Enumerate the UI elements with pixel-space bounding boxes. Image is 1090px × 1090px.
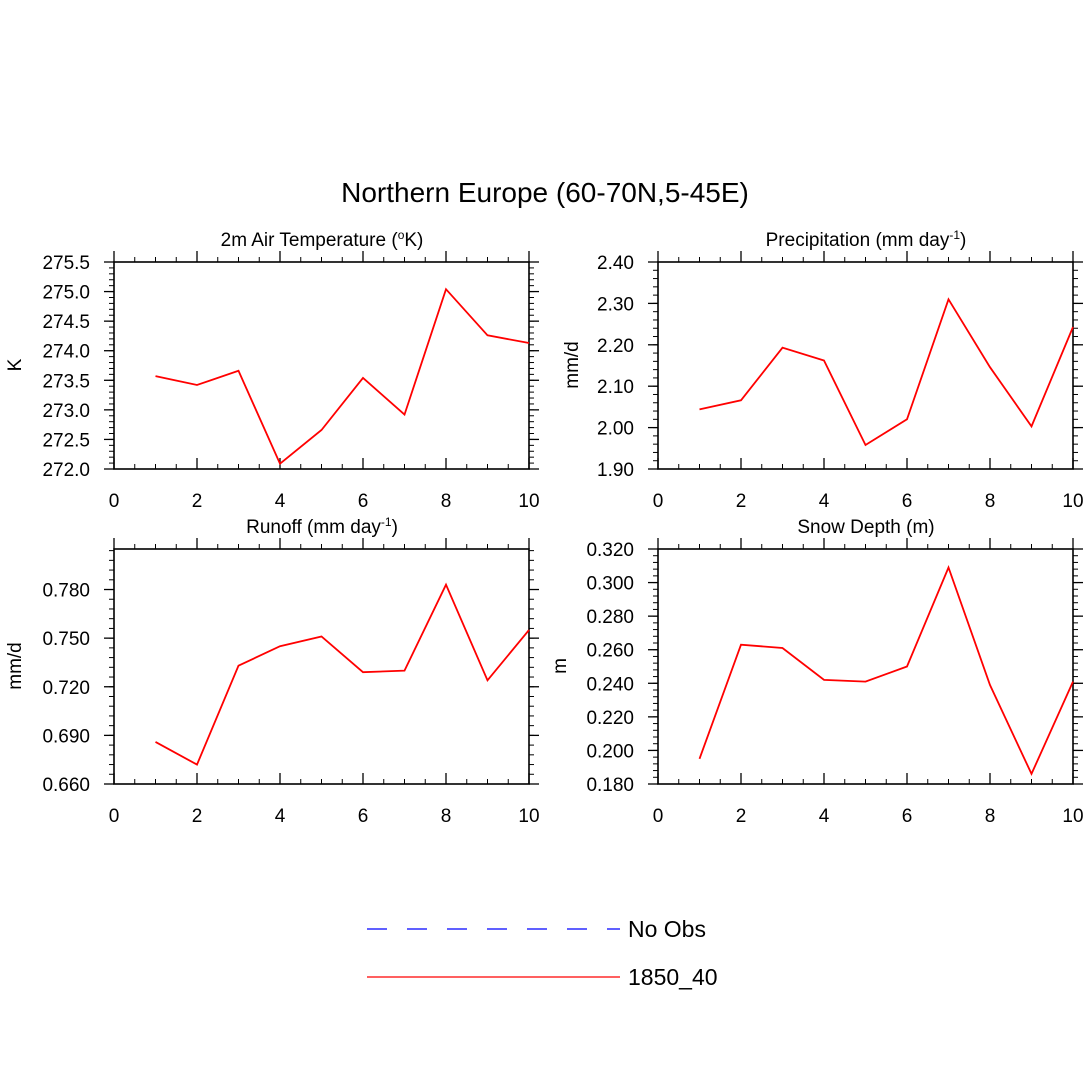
- svg-text:K: K: [5, 358, 26, 371]
- x-tick-label: 6: [358, 491, 369, 512]
- panel-title: Snow Depth (m): [797, 517, 934, 538]
- y-tick-label: 2.40: [597, 253, 634, 274]
- y-axis-label: m: [550, 658, 571, 674]
- y-tick-label: 274.5: [42, 312, 90, 333]
- x-tick-label: 6: [902, 491, 913, 512]
- series-line: [698, 565, 1074, 777]
- x-tick-label: 2: [736, 806, 747, 827]
- x-tick-label: 0: [653, 806, 664, 827]
- x-tick-label: 2: [736, 491, 747, 512]
- x-tick-label: 4: [275, 491, 286, 512]
- y-tick-label: 274.0: [42, 342, 90, 363]
- axes: 0 2 4 6 8 10 0.180 0.200 0.220 0.240 0.260 0.280 0.3…: [586, 538, 1084, 827]
- x-tick-label: 10: [1062, 806, 1083, 827]
- x-tick-label: 0: [109, 491, 120, 512]
- x-tick-label: 2: [192, 806, 203, 827]
- svg-text:mm/d: mm/d: [562, 341, 583, 389]
- plot-frame: [657, 548, 1074, 785]
- y-tick-label: 0.220: [586, 708, 634, 729]
- y-tick-label: 0.260: [586, 641, 634, 662]
- x-tick-label: 4: [275, 806, 286, 827]
- x-tick-label: 10: [1062, 491, 1083, 512]
- y-tick-label: 272.5: [42, 430, 90, 451]
- series-1850-40: [699, 297, 1074, 447]
- x-tick-label: 0: [653, 491, 664, 512]
- y-tick-label: 0.300: [586, 574, 634, 595]
- series-1850-40: [698, 565, 1074, 777]
- y-tick-label: 2.00: [597, 419, 634, 440]
- x-tick-label: 6: [902, 806, 913, 827]
- y-tick-label: 1.90: [597, 460, 634, 481]
- x-tick-label: 8: [985, 806, 996, 827]
- y-tick-label: 2.20: [597, 336, 634, 357]
- axes: 0 2 4 6 8 10 1.90 2.00 2.10 2.20 2.30 2.40: [597, 251, 1084, 512]
- y-tick-label: 273.5: [42, 371, 90, 392]
- y-tick-label: 0.780: [42, 581, 90, 602]
- y-tick-label: 273.0: [42, 401, 90, 422]
- x-tick-label: 4: [819, 491, 830, 512]
- x-tick-label: 6: [358, 806, 369, 827]
- series-line: [699, 297, 1074, 447]
- legend-label-1850-40: 1850_40: [628, 964, 718, 990]
- y-axis-label: mm/d: [562, 341, 583, 389]
- y-tick-label: 0.690: [42, 726, 90, 747]
- x-tick-label: 2: [192, 491, 203, 512]
- y-axis-label: mm/d: [5, 642, 26, 690]
- panel-title: Runoff (mm day-1): [246, 515, 398, 538]
- y-tick-label: 0.200: [586, 741, 634, 762]
- x-tick-label: 8: [441, 491, 452, 512]
- y-tick-label: 2.10: [597, 377, 634, 398]
- y-tick-label: 0.320: [586, 540, 634, 561]
- panel-air-temperature: 2m Air Temperature (oK) K 0 2 4 6 8 10 272.0 27…: [5, 228, 540, 512]
- plot-frame: [657, 261, 1074, 470]
- y-tick-label: 2.30: [597, 294, 634, 315]
- panel-title: Precipitation (mm day-1): [766, 228, 967, 251]
- panel-runoff: Runoff (mm day-1) mm/d 0 2 4 6 8 10 0.660 0.690…: [5, 515, 540, 827]
- legend: No Obs 1850_40: [367, 916, 718, 990]
- svg-text:mm/d: mm/d: [5, 642, 26, 690]
- panel-title: 2m Air Temperature (oK): [221, 228, 424, 251]
- axes: 0 2 4 6 8 10 272.0 272.5 273.0 273.5 274.0 274.5 275…: [42, 251, 540, 512]
- y-axis-label: K: [5, 358, 26, 371]
- x-tick-label: 4: [819, 806, 830, 827]
- series-1850-40: [155, 287, 530, 466]
- plot-frame: [113, 261, 530, 470]
- plot-frame: [113, 548, 530, 785]
- x-tick-label: 8: [985, 491, 996, 512]
- y-tick-label: 0.660: [42, 775, 90, 796]
- axes: 0 2 4 6 8 10 0.660 0.690 0.720 0.750 0.780: [42, 538, 540, 827]
- series-1850-40: [155, 582, 530, 766]
- x-tick-label: 8: [441, 806, 452, 827]
- y-tick-label: 0.720: [42, 678, 90, 699]
- series-line: [155, 287, 530, 466]
- figure-title: Northern Europe (60-70N,5-45E): [341, 177, 749, 208]
- svg-text:m: m: [550, 658, 571, 674]
- panel-precipitation: Precipitation (mm day-1) mm/d 0 2 4 6 8 10 1.9…: [562, 228, 1084, 512]
- x-tick-label: 0: [109, 806, 120, 827]
- series-line: [155, 582, 530, 766]
- y-tick-label: 0.280: [586, 607, 634, 628]
- legend-label-no-obs: No Obs: [628, 916, 706, 942]
- x-tick-label: 10: [518, 491, 539, 512]
- y-tick-label: 275.0: [42, 283, 90, 304]
- y-tick-label: 275.5: [42, 253, 90, 274]
- y-tick-label: 0.240: [586, 674, 634, 695]
- x-tick-label: 10: [518, 806, 539, 827]
- y-tick-label: 0.180: [586, 775, 634, 796]
- y-tick-label: 272.0: [42, 460, 90, 481]
- panel-snow-depth: Snow Depth (m) m 0 2 4 6 8 100.1800.2000.2200…: [550, 517, 1084, 827]
- y-tick-label: 0.750: [42, 629, 90, 650]
